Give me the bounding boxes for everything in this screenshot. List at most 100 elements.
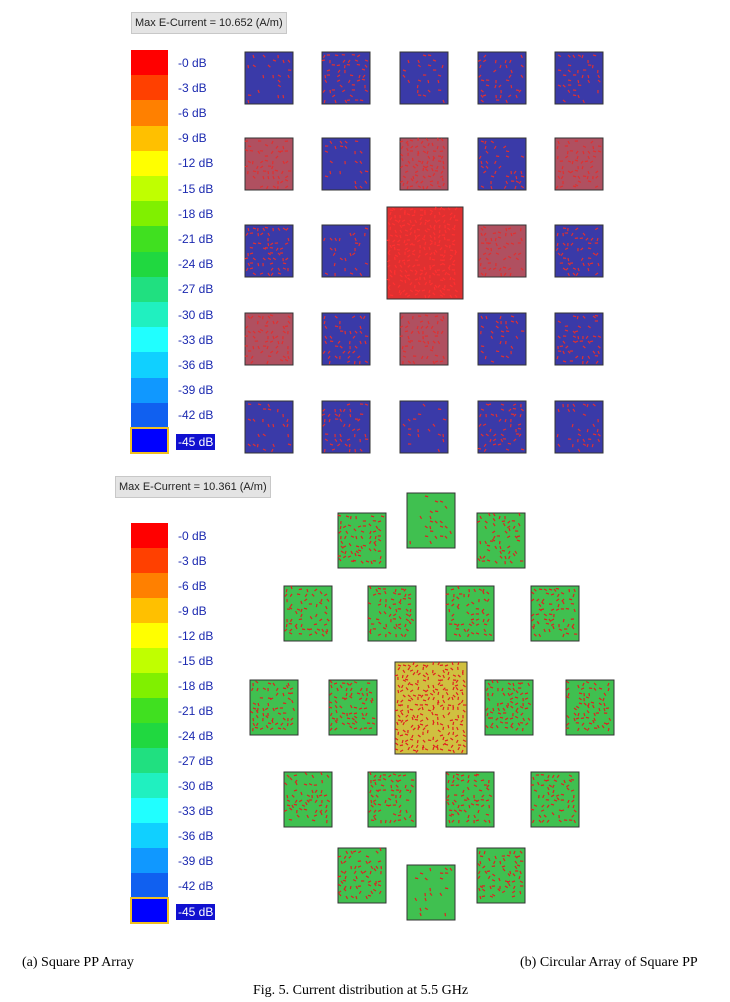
scale-label: -15 dB bbox=[178, 653, 214, 668]
scale-swatch bbox=[131, 75, 168, 101]
scale-label: -39 dB bbox=[178, 853, 214, 868]
color-scale-a: -0 dB -3 dB -6 dB -9 dB -12 dB -15 dB -18 dB -2… bbox=[130, 50, 221, 455]
caption-a: (a) Square PP Array bbox=[22, 955, 134, 970]
scale-label: -15 dB bbox=[178, 181, 214, 196]
scale-label: -3 dB bbox=[178, 80, 207, 95]
patch-a bbox=[554, 224, 604, 278]
patch-a bbox=[399, 400, 449, 454]
circular-array-square-pp bbox=[249, 492, 615, 921]
scale-swatch bbox=[131, 251, 168, 277]
scale-swatch bbox=[131, 226, 168, 252]
scale-swatch bbox=[131, 673, 168, 698]
patch-b bbox=[283, 771, 333, 828]
scale-label: -6 dB bbox=[178, 578, 207, 593]
scale-label: -6 dB bbox=[178, 106, 207, 120]
patch-b bbox=[476, 847, 526, 904]
scale-label: -9 dB bbox=[178, 131, 207, 146]
figure-caption: Fig. 5. Current distribution at 5.5 GHz bbox=[253, 983, 469, 998]
patch-b bbox=[367, 771, 417, 828]
scale-label: -36 dB bbox=[178, 828, 214, 843]
patch-a bbox=[244, 400, 294, 454]
caption-b: (b) Circular Array of Square PP bbox=[520, 955, 698, 970]
scale-label: -33 dB bbox=[178, 332, 214, 347]
patch-b bbox=[476, 512, 526, 569]
scale-label: -42 dB bbox=[178, 408, 214, 423]
patch-a bbox=[554, 312, 604, 366]
patch-b bbox=[283, 585, 333, 642]
patch-a bbox=[477, 312, 527, 366]
scale-swatch bbox=[131, 352, 168, 378]
patch-b bbox=[249, 679, 299, 736]
scale-swatch bbox=[131, 327, 168, 353]
scale-swatch bbox=[131, 748, 168, 773]
scale-swatch bbox=[131, 523, 168, 548]
patch-a bbox=[399, 51, 449, 105]
patch-b bbox=[337, 847, 387, 904]
scale-label: -21 dB bbox=[178, 703, 214, 718]
scale-swatch bbox=[131, 302, 168, 328]
scale-label: -12 dB bbox=[178, 156, 214, 171]
scale-label: -30 dB bbox=[178, 307, 214, 322]
patch-a bbox=[321, 400, 371, 454]
patch-b bbox=[406, 492, 456, 549]
scale-label: -33 dB bbox=[178, 803, 214, 818]
scale-swatch bbox=[131, 548, 168, 573]
scale-label: -45 dB bbox=[176, 433, 216, 450]
scale-swatch bbox=[131, 648, 168, 673]
patch-a bbox=[554, 137, 604, 191]
scale-swatch bbox=[131, 823, 168, 848]
scale-label: -39 dB bbox=[178, 383, 214, 398]
scale-label: -3 dB bbox=[178, 553, 207, 568]
scale-swatch bbox=[130, 897, 169, 924]
scale-label: -27 dB bbox=[178, 282, 214, 297]
square-pp-array bbox=[244, 51, 604, 454]
patch-a bbox=[399, 312, 449, 366]
scale-label: -36 dB bbox=[178, 358, 214, 372]
scale-label: -0 dB bbox=[178, 55, 207, 70]
scale-swatch bbox=[131, 623, 168, 648]
scale-swatch bbox=[130, 426, 169, 455]
scale-label: -27 dB bbox=[178, 753, 214, 768]
patch-b bbox=[484, 679, 534, 736]
max-current-label-a: Max E-Current = 10.652 (A/m) bbox=[131, 12, 287, 34]
patch-b bbox=[406, 864, 456, 921]
scale-swatch bbox=[131, 50, 168, 76]
patch-b bbox=[337, 512, 387, 569]
scale-swatch bbox=[131, 176, 168, 202]
patch-b bbox=[445, 771, 495, 828]
scale-swatch bbox=[131, 150, 168, 176]
patch-a bbox=[554, 51, 604, 105]
scale-label: -45 dB bbox=[176, 903, 216, 920]
scale-swatch bbox=[131, 798, 168, 823]
scale-label: -0 dB bbox=[178, 528, 207, 543]
patch-b bbox=[367, 585, 417, 642]
max-current-label-b: Max E-Current = 10.361 (A/m) bbox=[115, 476, 271, 498]
patch-b bbox=[530, 585, 580, 642]
patch-a bbox=[321, 137, 371, 191]
scale-swatch bbox=[131, 276, 168, 302]
patch-a bbox=[321, 51, 371, 105]
scale-swatch bbox=[131, 598, 168, 623]
patch-a bbox=[477, 400, 527, 454]
patch-a bbox=[477, 224, 527, 278]
scale-label: -42 dB bbox=[178, 878, 214, 893]
patch-b bbox=[328, 679, 378, 736]
patch-a bbox=[244, 51, 294, 105]
patch-a bbox=[321, 224, 371, 278]
patch-b bbox=[565, 679, 615, 736]
patch-a bbox=[477, 51, 527, 105]
scale-swatch bbox=[131, 100, 168, 126]
patch-a bbox=[399, 137, 449, 191]
patch-b bbox=[445, 585, 495, 642]
patch-a bbox=[244, 224, 294, 278]
patch-b bbox=[530, 771, 580, 828]
scale-swatch bbox=[131, 125, 168, 151]
patch-a bbox=[477, 137, 527, 191]
scale-label: -30 dB bbox=[178, 778, 214, 793]
scale-label: -9 dB bbox=[178, 603, 207, 618]
patch-a bbox=[554, 400, 604, 454]
color-scale-b: -0 dB -3 dB -6 dB -9 dB -12 dB -15 dB -18 dB -2… bbox=[130, 523, 221, 924]
scale-swatch bbox=[131, 848, 168, 873]
scale-label: -24 dB bbox=[178, 728, 214, 743]
scale-label: -18 dB bbox=[178, 206, 214, 221]
